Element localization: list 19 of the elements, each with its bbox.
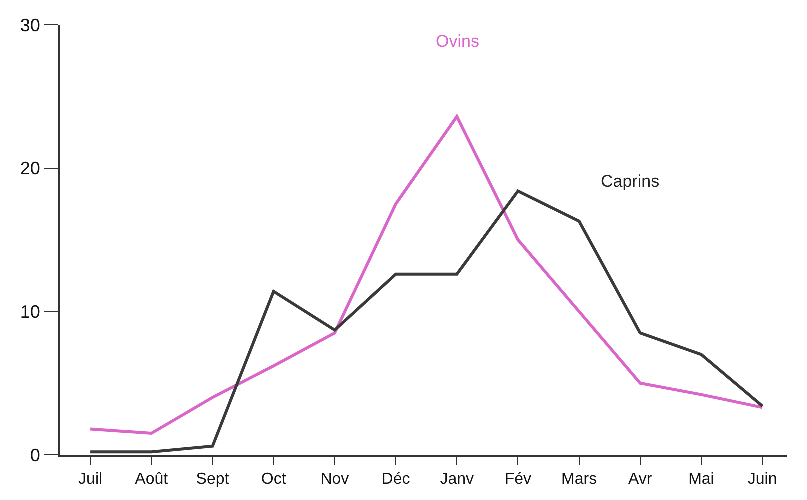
- x-tick-label: Mars: [562, 471, 598, 488]
- y-tick-label: 20: [20, 158, 40, 179]
- y-tick-label: 30: [20, 15, 40, 36]
- x-tick-label: Juin: [748, 471, 778, 488]
- x-tick-label: Janv: [440, 471, 474, 488]
- x-tick-label: Avr: [628, 471, 653, 488]
- y-tick-label: 10: [20, 302, 40, 322]
- y-tick-label: 0: [30, 445, 40, 466]
- x-tick-label: Sept: [196, 471, 230, 488]
- x-tick-label: Fév: [504, 471, 532, 488]
- text: Ovins: [436, 32, 480, 51]
- x-tick-label: Mai: [688, 471, 714, 488]
- x-tick-label: Nov: [320, 471, 350, 488]
- x-tick-label: Déc: [382, 471, 410, 488]
- x-tick-label: Juil: [78, 471, 103, 488]
- x-tick-label: Oct: [261, 471, 287, 488]
- x-tick-label: Août: [135, 471, 169, 488]
- text: Caprins: [601, 172, 660, 191]
- line-series: [89, 115, 764, 435]
